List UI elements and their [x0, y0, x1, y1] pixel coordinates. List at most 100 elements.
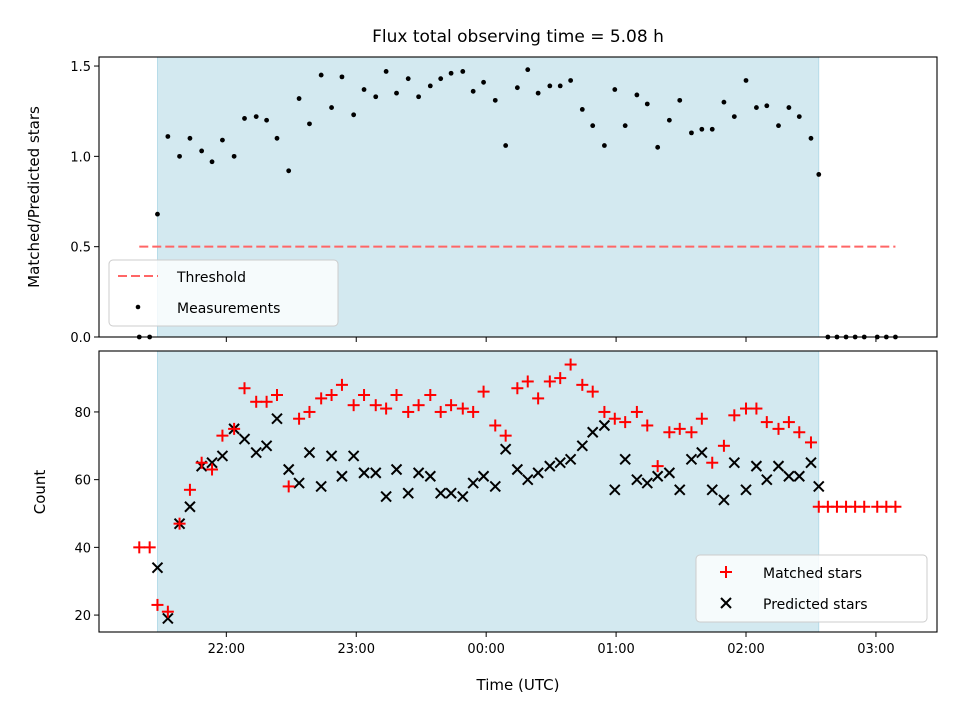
- predicted-star-point: [761, 473, 773, 486]
- matched-star-point: [260, 395, 273, 408]
- predicted-star-point: [554, 457, 566, 469]
- measurement-point: [470, 88, 476, 94]
- top-x-ticks: [225, 337, 877, 342]
- x-tick-label: 22:00: [208, 642, 245, 657]
- predicted-star-point: [564, 453, 577, 466]
- predicted-star-point: [238, 433, 251, 445]
- matched-star-point: [250, 395, 263, 408]
- predicted-star-point: [685, 453, 698, 466]
- measurement-point: [438, 76, 444, 82]
- measurement-point: [165, 134, 171, 139]
- predicted-star-point: [184, 501, 196, 513]
- matched-star-point: [499, 429, 512, 442]
- measurement-point: [492, 97, 498, 103]
- measurement-point: [612, 87, 618, 92]
- matched-star-point: [706, 456, 719, 469]
- predicted-star-point: [586, 426, 599, 438]
- x-tick-label: 00:00: [467, 642, 504, 657]
- predicted-star-point: [151, 561, 164, 574]
- matched-star-point: [183, 483, 196, 496]
- predicted-star-point: [783, 470, 795, 482]
- x-tick-label: 03:00: [857, 642, 894, 657]
- measurement-point: [666, 117, 672, 123]
- top-axes-frame: [98, 56, 938, 338]
- matched-star-point: [760, 416, 773, 429]
- matched-star-point: [161, 605, 174, 618]
- predicted-star-point: [651, 470, 664, 482]
- matched-star-point: [270, 389, 283, 402]
- predicted-star-point: [619, 453, 631, 466]
- measurements-legend-label: Measurements: [177, 301, 280, 317]
- matched-star-point: [521, 375, 534, 388]
- x-tick-label: 02:00: [727, 642, 764, 657]
- matched-star-point: [347, 399, 360, 412]
- matched-star-point: [380, 402, 393, 415]
- measurement-point: [655, 144, 661, 150]
- measurement-point: [383, 69, 389, 74]
- x-tick-label: 01:00: [597, 642, 634, 657]
- matched-star-point: [717, 439, 730, 452]
- predicted-star-point: [750, 460, 763, 472]
- matched-star-point: [369, 399, 382, 412]
- predicted-star-point: [576, 440, 589, 452]
- predicted-star-point: [315, 480, 327, 493]
- matched-star-point: [630, 405, 643, 418]
- top-y-tick-label: 1.0: [70, 150, 91, 165]
- matched-star-point: [195, 456, 208, 469]
- matched-star-point: [315, 392, 328, 405]
- measurement-point: [525, 67, 531, 73]
- measurement-point: [816, 172, 822, 177]
- predicted-star-point: [260, 440, 273, 452]
- measurement-point: [427, 83, 433, 89]
- predicted-star-point: [457, 490, 469, 503]
- predicted-legend-label: Predicted stars: [763, 597, 868, 613]
- measurement-point: [689, 130, 694, 136]
- top-y-tick-label: 0.5: [70, 241, 91, 256]
- matched-star-point: [456, 402, 469, 415]
- measurement-point: [634, 92, 640, 98]
- x-tick-label: 23:00: [338, 642, 375, 657]
- matched-star-point: [325, 389, 338, 402]
- bottom-y-tick-label: 80: [74, 406, 91, 421]
- matched-star-point: [858, 500, 871, 513]
- matched-star-point: [641, 419, 654, 432]
- measurement-point: [743, 78, 749, 83]
- matched-star-point: [695, 412, 708, 425]
- measurement-point: [644, 101, 650, 107]
- measurement-point: [264, 117, 269, 123]
- bottom-y-ticks: 20 40 60 80: [74, 406, 99, 624]
- predicted-star-point: [718, 494, 730, 506]
- matched-star-point: [489, 419, 502, 432]
- predicted-star-point: [358, 467, 370, 479]
- measurement-point: [776, 123, 781, 129]
- matched-star-point: [511, 382, 524, 395]
- measurement-point: [405, 76, 411, 82]
- measurement-point: [416, 94, 422, 100]
- measurement-point: [242, 116, 247, 121]
- matched-star-point: [782, 416, 795, 429]
- measurement-point: [220, 137, 225, 143]
- matched-star-point: [445, 399, 458, 412]
- matched-star-point: [412, 399, 425, 412]
- matched-star-point: [206, 463, 219, 476]
- matched-star-point: [238, 382, 251, 395]
- matched-star-point: [598, 405, 611, 418]
- matched-star-point: [889, 500, 902, 513]
- predicted-star-point: [696, 446, 708, 459]
- predicted-star-point: [772, 460, 785, 472]
- measurement-point: [296, 96, 302, 101]
- predicted-legend-marker: [720, 597, 732, 609]
- matched-star-point: [133, 541, 146, 554]
- measurement-point: [786, 105, 792, 110]
- measurement-point: [547, 83, 553, 89]
- predicted-star-point: [380, 490, 392, 503]
- measurement-point: [351, 112, 357, 118]
- measurement-point: [677, 97, 683, 103]
- measurement-point: [535, 90, 541, 96]
- predicted-star-point: [631, 473, 643, 486]
- x-axis-label: Time (UTC): [476, 676, 560, 694]
- bottom-x-ticks: 22:00 23:00 00:00 01:00 02:00 03:00: [208, 632, 895, 657]
- matched-star-point: [228, 422, 241, 435]
- predicted-star-point: [522, 473, 534, 486]
- predicted-star-point: [740, 484, 752, 496]
